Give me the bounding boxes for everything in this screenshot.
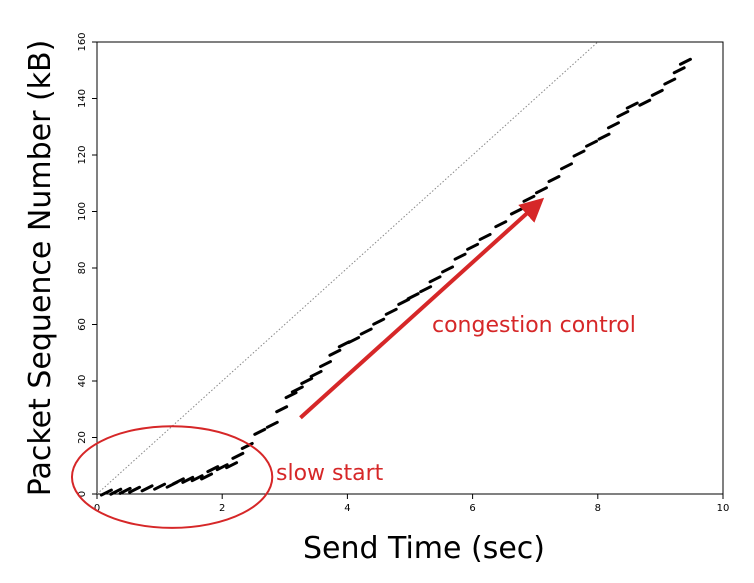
- y-tick-label: 120: [77, 145, 88, 164]
- data-point: [419, 285, 433, 294]
- slow-start-label: slow start: [276, 461, 384, 486]
- data-point: [328, 348, 342, 357]
- data-point: [384, 307, 398, 316]
- data-point: [318, 360, 332, 369]
- data-point: [309, 369, 323, 378]
- annotation-layer: congestion control slow start: [70, 197, 636, 529]
- data-point: [206, 465, 220, 474]
- data-point: [359, 327, 373, 336]
- data-point: [522, 194, 536, 203]
- data-point: [678, 57, 692, 66]
- data-point: [290, 385, 304, 394]
- y-tick-label: 140: [77, 89, 88, 108]
- x-tick-label: 2: [219, 503, 225, 514]
- congestion-control-arrow: [299, 197, 545, 420]
- data-point: [466, 242, 480, 251]
- y-tick-label: 160: [77, 32, 88, 51]
- data-point: [397, 297, 411, 306]
- data-point: [650, 88, 664, 97]
- slow-start-ellipse: [70, 425, 274, 529]
- data-point: [672, 66, 686, 75]
- y-axis-title: Packet Sequence Number (kB): [23, 40, 58, 497]
- data-point: [663, 77, 677, 86]
- data-point: [190, 474, 204, 483]
- data-point: [597, 132, 611, 141]
- data-point: [181, 475, 195, 484]
- data-point: [231, 451, 245, 460]
- data-point: [560, 162, 573, 171]
- x-tick-label: 10: [717, 503, 730, 514]
- data-point: [585, 139, 599, 148]
- data-point: [253, 427, 267, 436]
- data-point: [99, 488, 113, 497]
- x-tick-label: 6: [469, 503, 475, 514]
- data-point: [441, 265, 455, 274]
- y-tick-label: 0: [77, 491, 88, 497]
- data-point: [638, 98, 652, 107]
- data-point: [118, 486, 132, 495]
- data-point: [128, 485, 142, 494]
- reference-line: [96, 41, 599, 495]
- data-point: [406, 292, 420, 301]
- x-tick-label: 0: [94, 503, 100, 514]
- data-point: [200, 472, 214, 481]
- reference-line-layer: [96, 41, 599, 495]
- data-point: [300, 377, 314, 385]
- data-point: [347, 336, 361, 345]
- y-tick-label: 20: [77, 431, 88, 444]
- data-point: [171, 477, 185, 486]
- data-point: [453, 252, 467, 261]
- data-point: [625, 101, 639, 110]
- data-point: [275, 405, 289, 414]
- data-point: [509, 207, 523, 216]
- data-point: [140, 484, 154, 493]
- data-point: [616, 110, 630, 119]
- data-point: [572, 149, 586, 158]
- data-point: [265, 420, 279, 429]
- data-point: [153, 482, 167, 491]
- data-point: [534, 186, 548, 195]
- data-point: [225, 461, 239, 470]
- data-point: [215, 463, 229, 472]
- y-tick-label: 40: [77, 375, 88, 388]
- y-tick-label: 100: [77, 202, 88, 221]
- x-tick-label: 4: [344, 503, 350, 514]
- x-axis-title: Send Time (sec): [303, 531, 545, 566]
- congestion-control-label: congestion control: [432, 313, 636, 338]
- data-point: [494, 220, 508, 229]
- data-point: [428, 275, 442, 284]
- x-tick-label: 8: [595, 503, 601, 514]
- data-point: [284, 391, 298, 400]
- data-point: [547, 175, 561, 184]
- data-point: [372, 317, 386, 326]
- data-point: [109, 487, 123, 496]
- data-points-layer: [99, 57, 692, 497]
- y-tick-label: 80: [77, 262, 88, 275]
- y-tick-label: 60: [77, 318, 88, 331]
- data-point: [606, 121, 620, 130]
- data-point: [478, 232, 492, 241]
